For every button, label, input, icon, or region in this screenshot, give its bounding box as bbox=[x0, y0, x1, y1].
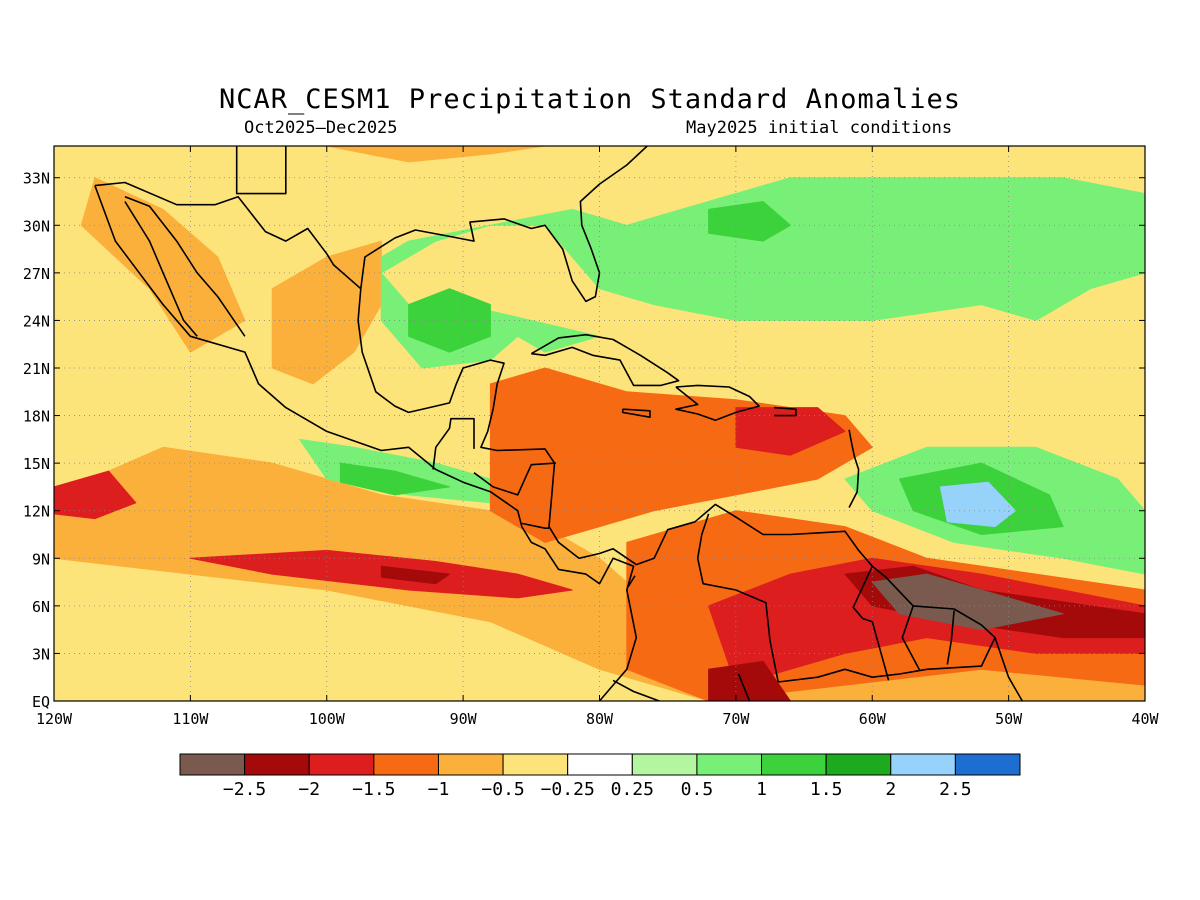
coastline-mainland-gulf-california bbox=[124, 195, 246, 337]
colorbar-label: −2 bbox=[298, 779, 320, 800]
x-tick-label: 80W bbox=[586, 710, 614, 728]
colorbar-label: −2.5 bbox=[223, 779, 266, 800]
y-tick-label: 27N bbox=[23, 265, 50, 283]
coastline-nicaragua-border bbox=[521, 522, 549, 530]
colorbar-label: 2 bbox=[885, 779, 896, 800]
colorbar-label: −0.25 bbox=[541, 779, 595, 800]
colorbar-swatch bbox=[890, 753, 956, 776]
colorbar-swatch bbox=[373, 753, 439, 776]
colorbar-swatch bbox=[954, 753, 1021, 776]
anomaly-region-brown-guiana bbox=[871, 573, 1064, 631]
coastline-us-state-lines bbox=[235, 146, 287, 195]
y-tick-label: 33N bbox=[23, 170, 50, 188]
colorbar-label: 1 bbox=[756, 779, 767, 800]
anomaly-region-darkred-colombia bbox=[708, 660, 791, 701]
initial-conditions: May2025 initial conditions bbox=[686, 118, 953, 138]
colorbar-swatch bbox=[502, 753, 569, 776]
coastline-guyana-suriname bbox=[901, 605, 921, 672]
x-tick-label: 100W bbox=[309, 710, 346, 728]
y-tick-label: 30N bbox=[23, 217, 50, 235]
coastline-venezuela-guyana bbox=[852, 565, 890, 681]
coastline-honduras-border bbox=[473, 462, 556, 496]
anomaly-region-red-west-pacific bbox=[54, 470, 137, 520]
y-tick-label: 24N bbox=[23, 312, 50, 330]
colorbar-label: 0.25 bbox=[611, 779, 654, 800]
anomaly-region-darkred-pacific-core bbox=[380, 565, 450, 585]
colorbar-label: −1 bbox=[428, 779, 450, 800]
coastline-jamaica bbox=[621, 408, 651, 419]
anomaly-region-red-venezuela bbox=[708, 557, 1145, 686]
anomaly-region-orange-mexico-plateau bbox=[271, 240, 382, 385]
colorbar-swatch bbox=[567, 753, 633, 776]
x-tick-label: 120W bbox=[36, 710, 73, 728]
anomaly-region-blue-atl-core bbox=[939, 481, 1016, 528]
chart-title: NCAR_CESM1 Precipitation Standard Anomal… bbox=[219, 84, 961, 115]
coastline-colombia-brazil bbox=[737, 673, 751, 701]
coastline-brazil-north bbox=[778, 637, 996, 683]
forecast-period: Oct2025–Dec2025 bbox=[244, 118, 398, 138]
colorbar-swatch bbox=[244, 753, 310, 776]
coastline-colombia-venezuela bbox=[696, 513, 779, 683]
x-tick-label: 90W bbox=[450, 710, 478, 728]
y-tick-label: 21N bbox=[23, 360, 50, 378]
coastline-guatemala-border bbox=[432, 417, 475, 470]
coastline-baja-east-coast bbox=[124, 201, 198, 337]
y-tick-label: 15N bbox=[23, 455, 50, 473]
colorbar-swatch bbox=[308, 753, 375, 776]
y-tick-label: 9N bbox=[32, 550, 50, 568]
coastline-gulf-of-mexico-coast bbox=[357, 288, 1023, 701]
coastline-panama-colombia bbox=[627, 575, 636, 588]
colorbar-label: 2.5 bbox=[939, 779, 972, 800]
y-tick-label: 18N bbox=[23, 408, 50, 426]
x-tick-label: 40W bbox=[1131, 710, 1159, 728]
y-tick-label: 6N bbox=[32, 598, 50, 616]
x-tick-label: 110W bbox=[172, 710, 209, 728]
anomaly-region-red-caribbean bbox=[735, 407, 846, 456]
coastline-us-gulf-coast bbox=[360, 146, 648, 303]
anomaly-region-orange-baja-sea bbox=[80, 177, 246, 353]
anomaly-region-green-pacific-mx-core bbox=[339, 462, 450, 496]
colorbar-label: −1.5 bbox=[352, 779, 395, 800]
colorbar-swatch bbox=[437, 753, 504, 776]
y-tick-label: EQ bbox=[32, 693, 50, 711]
coastlines bbox=[94, 146, 1023, 701]
colorbar-swatch bbox=[631, 753, 698, 776]
colorbar-swatch bbox=[825, 753, 892, 776]
colorbar-swatch bbox=[696, 753, 763, 776]
y-tick-label: 3N bbox=[32, 645, 50, 663]
coastline-lesser-antilles bbox=[848, 429, 860, 508]
anomaly-region-green-atl-core bbox=[708, 201, 791, 242]
colorbar-swatch bbox=[179, 753, 246, 776]
coastline-cuba bbox=[530, 333, 680, 387]
coastline-mexico-us-border bbox=[94, 181, 362, 290]
colorbar-label: −0.5 bbox=[481, 779, 524, 800]
anomaly-region-orange-us-south bbox=[326, 146, 546, 163]
colorbar: −2.5 −2 −1.5 −1 −0.5 −0.25 0.25 0.5 1 1.5 2 2.5 bbox=[179, 753, 1021, 800]
x-tick-label: 60W bbox=[859, 710, 887, 728]
colorbar-swatch bbox=[761, 753, 827, 776]
x-tick-label: 70W bbox=[722, 710, 750, 728]
colorbar-label: 1.5 bbox=[810, 779, 843, 800]
x-tick-label: 50W bbox=[995, 710, 1023, 728]
colorbar-label: 0.5 bbox=[681, 779, 714, 800]
coastline-suriname-frguiana bbox=[946, 610, 955, 665]
coastline-hispaniola bbox=[675, 384, 760, 422]
coastline-colombia-ecuador-peru bbox=[612, 679, 662, 701]
anomaly-shading bbox=[54, 146, 1145, 701]
coastline-mexico-pacific-coast bbox=[94, 185, 638, 701]
coastline-puerto-rico bbox=[774, 406, 797, 417]
y-tick-label: 12N bbox=[23, 503, 50, 521]
axis-ticks: 120W 110W 100W 90W 80W 70W 60W 50W 40W EQ 3N 6N 9N 12… bbox=[23, 146, 1160, 728]
